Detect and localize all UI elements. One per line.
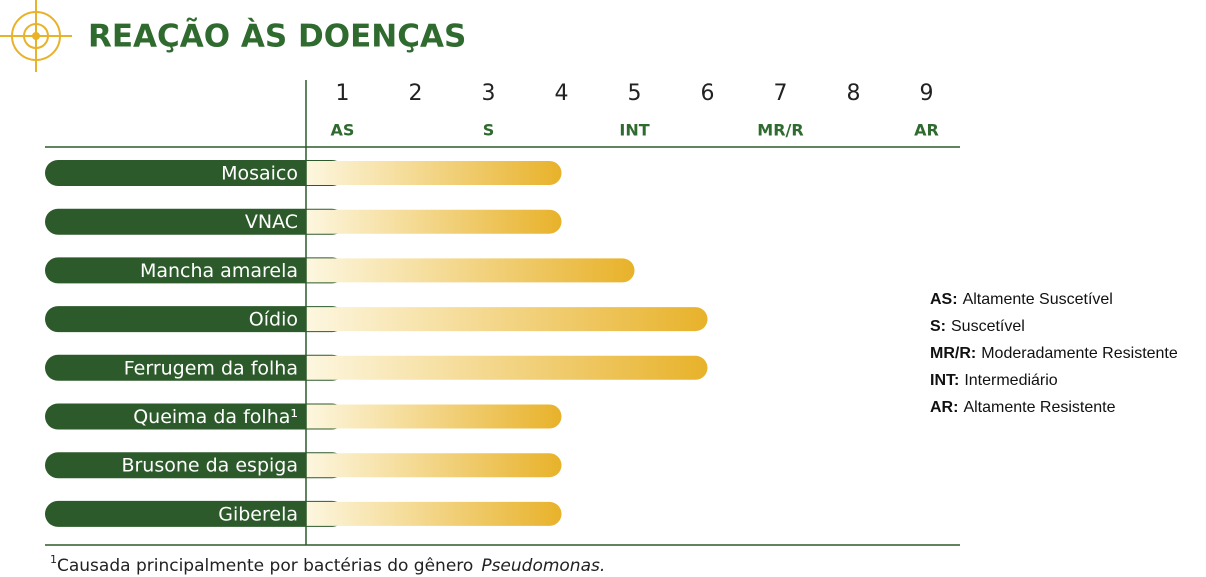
glossary-term: MR/R:: [930, 345, 976, 362]
footnote: 1Causada principalmente por bactérias do…: [50, 553, 605, 577]
x-tick-label: 5: [628, 81, 642, 106]
x-tick-label: 9: [920, 81, 934, 106]
category-label: Giberela: [218, 503, 298, 525]
bar: [306, 258, 635, 283]
glossary-term: S:: [930, 318, 946, 335]
category-label: VNAC: [245, 211, 298, 233]
glossary-entry: MR/R: Moderadamente Resistente: [930, 345, 1178, 362]
category-pill: [45, 257, 345, 284]
x-tick-label: 8: [847, 81, 861, 106]
x-tick-label: 6: [701, 81, 715, 106]
bar: [306, 307, 708, 332]
chart-title: REAÇÃO ÀS DOENÇAS: [88, 18, 466, 55]
category-label: Brusone da espiga: [121, 455, 298, 477]
footnote-text: Causada principalmente por bactérias do …: [57, 556, 473, 576]
category-pill: [45, 354, 345, 381]
glossary-text: Altamente Suscetível: [963, 291, 1113, 308]
glossary-text: Altamente Resistente: [963, 399, 1115, 416]
scale-label: MR/R: [757, 121, 803, 140]
category-label: Oídio: [249, 309, 298, 331]
footnote-marker: 1: [50, 553, 57, 566]
x-tick-label: 3: [482, 81, 496, 106]
x-tick-label: 2: [409, 81, 423, 106]
scale-label: S: [483, 121, 495, 140]
bar: [306, 161, 562, 185]
target-icon: [0, 0, 72, 72]
glossary-term: AR:: [930, 399, 958, 416]
glossary-text: Suscetível: [951, 318, 1025, 335]
category-label: Mancha amarela: [140, 260, 298, 282]
glossary-text: Intermediário: [964, 372, 1057, 389]
scale-label: AR: [914, 121, 939, 140]
category-pill: [45, 208, 345, 235]
bar: [306, 209, 562, 234]
x-tick-label: 7: [774, 81, 788, 106]
glossary-entry: INT: Intermediário: [930, 372, 1058, 389]
glossary-entry: S: Suscetível: [930, 318, 1025, 335]
footnote-italic: Pseudomonas.: [481, 556, 605, 576]
category-pill: [45, 500, 345, 527]
category-pill: [45, 403, 345, 430]
scale-label: INT: [619, 121, 649, 140]
category-label: Mosaico: [221, 163, 298, 185]
category-pill: [45, 452, 345, 479]
glossary-term: AS:: [930, 291, 958, 308]
category-label: Ferrugem da folha: [124, 357, 298, 379]
category-pill: [45, 160, 345, 186]
glossary-entry: AS: Altamente Suscetível: [930, 291, 1113, 308]
scale-label: AS: [331, 121, 355, 140]
bar: [306, 404, 562, 429]
x-tick-label: 1: [336, 81, 350, 106]
glossary-text: Moderadamente Resistente: [981, 345, 1178, 362]
glossary-entry: AR: Altamente Resistente: [930, 399, 1116, 416]
bar: [306, 355, 708, 380]
bar: [306, 501, 562, 526]
glossary-term: INT:: [930, 372, 959, 389]
x-tick-label: 4: [555, 81, 569, 106]
category-pill: [45, 306, 345, 333]
category-label: Queima da folha¹: [133, 406, 298, 428]
bar: [306, 453, 562, 478]
